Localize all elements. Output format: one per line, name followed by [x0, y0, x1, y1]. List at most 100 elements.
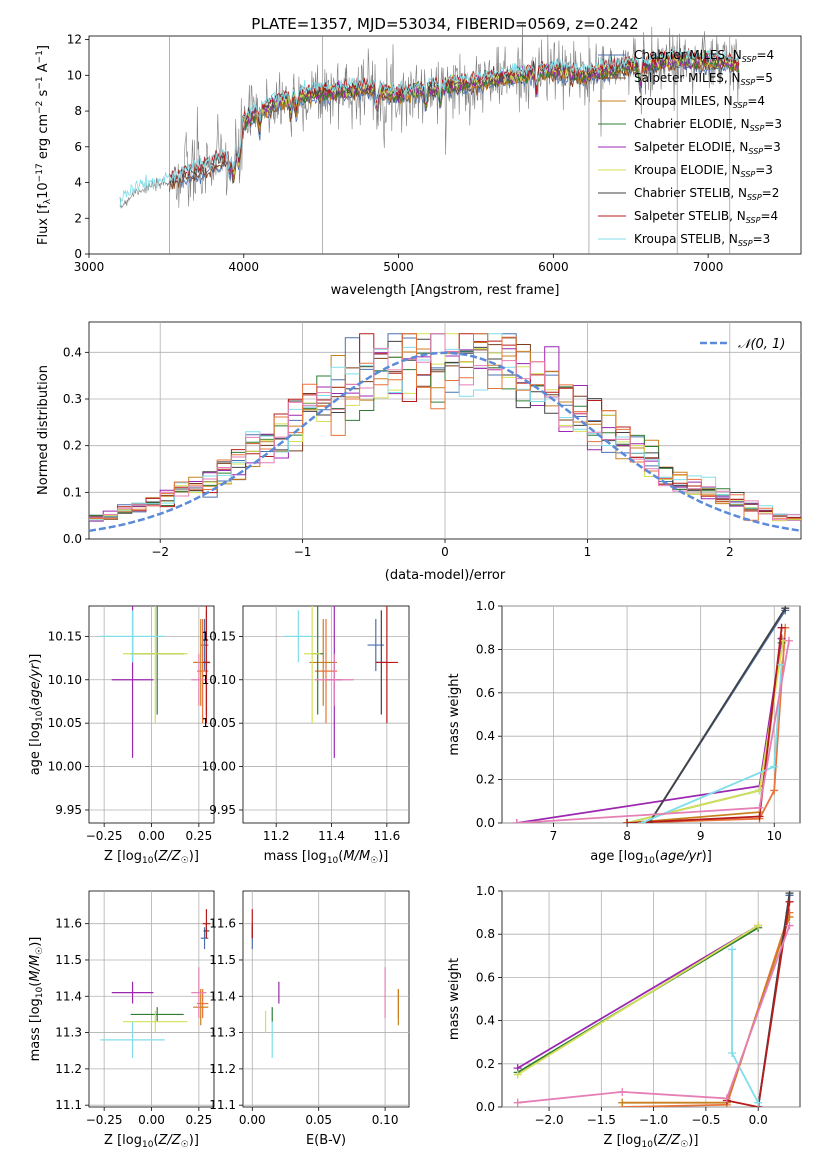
y-tick-label: 0.3: [63, 392, 82, 406]
weight-marker: [754, 1098, 763, 1107]
y-tick-label: 9.95: [55, 803, 82, 817]
weight-marker: [513, 1070, 522, 1079]
x-tick-label: −0.5: [691, 1113, 720, 1127]
z-weight-panel: −2.0 −1.5 −1.0 −0.5 0.0 0.0 0.2 0.4 0.6 0.8 1.0 Z […: [447, 884, 801, 1150]
x-tick-label: −1: [294, 545, 312, 559]
x-tick-label: 0.10: [372, 1113, 399, 1127]
x-tick-label: 0: [441, 545, 449, 559]
weight-marker: [755, 803, 764, 812]
x-tick-label: 11.4: [318, 829, 345, 843]
y-tick-label: 11.6: [209, 917, 236, 931]
y-tick-label: 11.5: [55, 953, 82, 967]
x-tick-label: 5000: [383, 260, 414, 274]
plot-area: [501, 605, 801, 824]
y-tick-label: 10.10: [48, 673, 82, 687]
panel-content: [512, 606, 793, 823]
panel-content: [284, 606, 398, 758]
y-tick-label: 4: [74, 176, 82, 190]
y-tick-label: 0.8: [476, 642, 495, 656]
legend-label: Kroupa ELODIE, NSSP=3: [634, 163, 773, 179]
y-tick-label: 0.1: [63, 485, 82, 499]
y-tick-label: 0.0: [476, 1100, 495, 1114]
weight-marker: [770, 762, 779, 771]
mass-age-panel: 11.2 11.4 11.6 9.95 10.00 10.05 10.10 10.15 mass…: [202, 605, 410, 866]
x-tick-label: 8: [623, 829, 631, 843]
legend-label: Salpeter MILES, NSSP=5: [634, 71, 773, 87]
x-tick-label: −0.25: [86, 1113, 123, 1127]
y-axis-label: mass weight: [447, 958, 462, 1040]
panel-content: [513, 891, 794, 1107]
z-mass-panel: −0.25 0.00 0.25 11.1 11.2 11.3 11.4 11.5 11.6 Z […: [28, 890, 215, 1150]
weight-marker: [785, 921, 794, 930]
residual-axes: −2 −1 0 1 2 0.0 0.1 0.2 0.3 0.4: [63, 345, 734, 559]
x-tick-label: 0.00: [239, 1113, 266, 1127]
weight-marker: [722, 1094, 731, 1103]
y-tick-label: 11.4: [55, 989, 82, 1003]
weight-marker: [785, 897, 794, 906]
y-axis-label: mass weight: [447, 673, 462, 755]
spectrum-xlabel: wavelength [Angstrom, rest frame]: [331, 283, 560, 298]
y-tick-label: 0.4: [63, 345, 82, 359]
y-tick-label: 8: [74, 104, 82, 118]
parameter-panels: −0.25 0.00 0.25 9.95 10.00 10.05 10.10 10.15 Z […: [28, 599, 801, 1150]
weight-marker: [770, 786, 779, 795]
y-tick-label: 0.2: [476, 773, 495, 787]
weight-marker: [785, 891, 794, 898]
x-tick-label: 9: [697, 829, 705, 843]
weight-marker: [777, 623, 786, 632]
y-tick-label: 0.0: [63, 532, 82, 546]
y-tick-label: 0.8: [476, 927, 495, 941]
legend-label: Chabrier STELIB, NSSP=2: [634, 186, 779, 202]
x-axis-label: Z [log10(Z/Z☉)]: [104, 1133, 199, 1150]
x-tick-label: 2: [726, 545, 734, 559]
residual-legend: 𝒩(0, 1): [700, 337, 785, 352]
residual-histogram: [89, 333, 801, 521]
model-spectrum-line: [119, 46, 739, 208]
x-tick-label: 1: [584, 545, 592, 559]
weight-marker: [618, 1087, 627, 1096]
y-tick-label: 9.95: [209, 803, 236, 817]
residual-histogram: [89, 338, 801, 518]
cumulative-weight-line: [517, 924, 759, 1076]
y-tick-label: 11.6: [55, 917, 82, 931]
y-tick-label: 0.2: [63, 439, 82, 453]
panel-content: [100, 606, 211, 758]
residual-histograms: [88, 333, 802, 533]
weight-marker: [784, 636, 793, 645]
y-tick-label: 11.3: [209, 1026, 236, 1040]
y-tick-label: 11.2: [209, 1062, 236, 1076]
spectrum-axes: 3000 4000 5000 6000 7000 0 2 4 6 8 10 12: [67, 33, 724, 274]
spectrum-plot-area: [88, 35, 802, 255]
cumulative-weight-line: [627, 627, 787, 823]
weight-marker: [781, 606, 790, 613]
y-axis-label: age [log10(age/yr)]: [28, 654, 45, 776]
x-tick-label: −1.0: [639, 1113, 668, 1127]
x-tick-label: 11.2: [263, 829, 290, 843]
y-tick-label: 10.10: [202, 673, 236, 687]
x-tick-label: −1.5: [587, 1113, 616, 1127]
cumulative-weight-line: [648, 607, 787, 823]
y-axis-label: mass [log10(M/M☉)]: [28, 937, 45, 1062]
model-spectrum-line: [169, 57, 740, 192]
x-tick-label: 4000: [229, 260, 260, 274]
y-tick-label: 12: [67, 33, 82, 47]
y-tick-label: 1.0: [476, 599, 495, 613]
cumulative-weight-line: [726, 901, 791, 1107]
x-axis-label: E(B-V): [306, 1133, 346, 1148]
normal-legend-label: 𝒩(0, 1): [738, 337, 785, 352]
x-axis-label: mass [log10(M/M☉)]: [264, 849, 389, 866]
residual-panel: −2 −1 0 1 2 0.0 0.1 0.2 0.3 0.4 (data-model)/erro…: [36, 321, 802, 583]
y-tick-label: 10.00: [202, 760, 236, 774]
y-tick-label: 0.4: [476, 729, 495, 743]
x-tick-label: 7000: [693, 260, 724, 274]
y-tick-label: 11.5: [209, 953, 236, 967]
weight-marker: [728, 1049, 737, 1057]
x-tick-label: −0.25: [86, 829, 123, 843]
y-tick-label: 0.2: [476, 1057, 495, 1071]
age-weight-panel: 7 8 9 10 0.0 0.2 0.4 0.6 0.8 1.0 age [log10(age/yr…: [447, 599, 801, 866]
y-tick-label: 10.15: [48, 629, 82, 643]
plot-area: [501, 890, 801, 1108]
weight-marker: [623, 819, 632, 823]
y-tick-label: 11.1: [55, 1098, 82, 1112]
